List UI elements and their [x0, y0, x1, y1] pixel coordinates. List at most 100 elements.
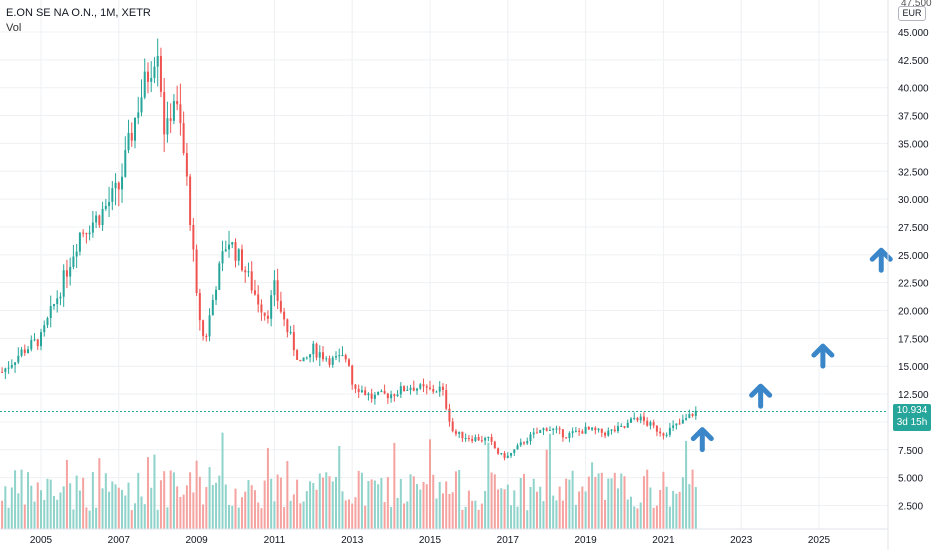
up-arrow-icon: [811, 343, 835, 369]
candle-body: [652, 422, 655, 426]
volume-bar: [581, 486, 584, 529]
candle-body: [574, 430, 577, 432]
candle-body: [438, 386, 441, 392]
candle-body: [260, 304, 263, 313]
volume-bar: [370, 479, 373, 529]
candle-body: [198, 293, 201, 321]
volume-bar: [578, 491, 581, 529]
time-tick-label: 2007: [108, 535, 131, 546]
time-tick-label: 2021: [652, 535, 675, 546]
candle-body: [451, 421, 454, 432]
volume-bar: [127, 482, 130, 529]
candle-body: [552, 428, 555, 430]
price-axis[interactable]: 47.500 45.000 42.500 40.000 37.500 35.000 32.5…: [898, 0, 932, 513]
volume-bar: [500, 488, 503, 529]
candle-body: [548, 429, 551, 431]
candle-body: [529, 434, 532, 442]
volume-bar: [386, 477, 389, 529]
volume-bar: [373, 480, 376, 529]
time-tick-label: 2011: [264, 535, 286, 546]
time-tick-label: 2023: [730, 535, 753, 546]
volume-bar: [474, 500, 477, 529]
volume-bar: [215, 482, 218, 529]
volume-bar: [104, 473, 107, 529]
candle-body: [289, 332, 292, 334]
volume-bar: [202, 504, 205, 529]
candle-body: [46, 318, 49, 326]
candle-body: [659, 431, 662, 434]
candle-body: [247, 271, 250, 273]
volume-bar: [150, 487, 153, 529]
volume-bar: [46, 478, 49, 529]
candle-body: [435, 391, 438, 393]
candle-body: [412, 387, 415, 391]
candle-body: [82, 232, 85, 234]
volume-bar: [610, 478, 613, 529]
candle-body: [448, 408, 451, 422]
volume-bar: [260, 508, 263, 529]
volume-bar: [108, 491, 111, 529]
candle-body: [568, 433, 571, 439]
volume-bar: [354, 497, 357, 529]
currency-button[interactable]: EUR: [898, 6, 926, 21]
candle-body: [380, 391, 383, 393]
candle-body: [617, 426, 620, 432]
candle-body: [234, 242, 237, 261]
volume-bar: [655, 505, 658, 529]
price-tick-label: 17.500: [898, 334, 929, 345]
volume-bar: [211, 484, 214, 529]
volume-bar: [169, 470, 172, 529]
candle-body: [318, 352, 321, 358]
candle-body: [519, 442, 522, 446]
candle-body: [587, 426, 590, 430]
volume-bar: [516, 506, 519, 529]
volume-bar: [422, 481, 425, 529]
candle-body: [461, 431, 464, 439]
candle-body: [163, 91, 166, 135]
candle-body: [104, 205, 107, 209]
candle-body: [655, 425, 658, 432]
candle-body: [150, 78, 153, 82]
volume-bar: [604, 499, 607, 529]
candle-body: [10, 364, 13, 368]
candle-body: [143, 71, 146, 98]
volume-bar: [39, 490, 43, 529]
volume-bar: [88, 510, 91, 529]
volume-bar: [545, 449, 548, 529]
volume-bar: [23, 504, 26, 529]
candle-body: [471, 438, 474, 441]
candle-body: [257, 294, 260, 305]
volume-bar: [179, 496, 182, 529]
candle-body: [91, 222, 94, 233]
volume-bar: [156, 509, 159, 529]
volume-bar: [428, 439, 432, 529]
candle-body: [396, 394, 399, 397]
price-tick-label: 30.000: [898, 195, 929, 206]
candle-body: [428, 387, 432, 389]
volume-bar: [412, 476, 415, 529]
candle-body: [464, 438, 467, 440]
volume-bar: [65, 459, 68, 529]
volume-bar: [91, 471, 94, 529]
volume-bar: [613, 472, 616, 529]
price-tick-label: 12.500: [898, 390, 929, 401]
candle-body: [30, 340, 33, 350]
price-tick-label: 15.000: [898, 362, 929, 373]
time-axis[interactable]: 2005 2007 2009 2011 2013 2015 2017 2019 2021 2023…: [30, 535, 831, 546]
candle-body: [121, 176, 124, 190]
volume-bar: [633, 506, 636, 529]
volume-bar: [198, 476, 201, 529]
candle-body: [685, 418, 688, 420]
volume-bar: [406, 501, 409, 529]
volume-bar: [526, 510, 529, 529]
candle-body: [78, 232, 81, 252]
volume-bar: [565, 478, 568, 529]
volume-bar: [548, 433, 551, 529]
candle-body: [156, 55, 159, 67]
volume-bar: [286, 460, 289, 529]
volume-bar: [114, 484, 117, 529]
candle-body: [373, 394, 376, 399]
candle-body: [646, 420, 649, 426]
volume-bar: [237, 507, 240, 529]
